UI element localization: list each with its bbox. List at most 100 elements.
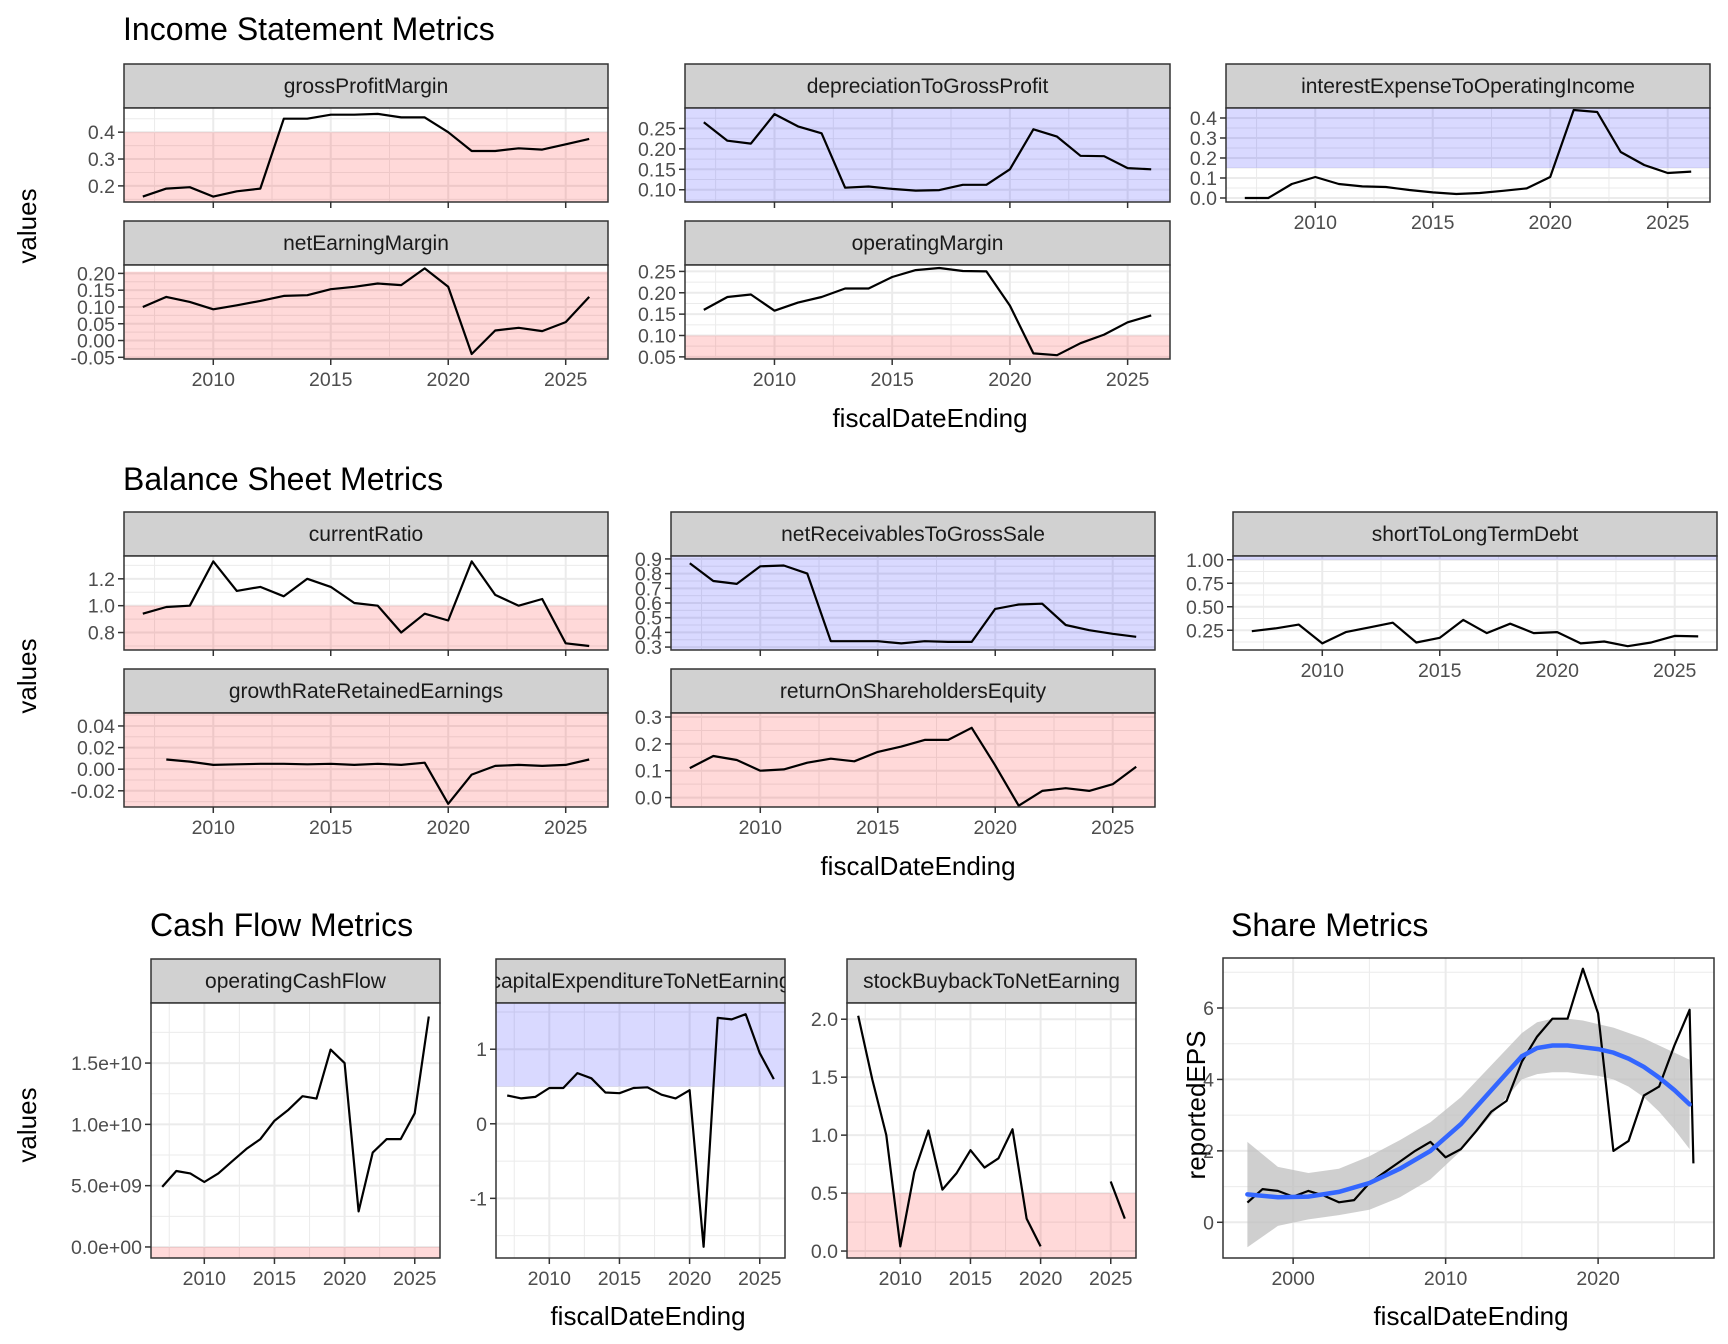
panel-border: [1232, 555, 1718, 651]
series-line-grossProfitMargin: [142, 112, 590, 198]
panel-operatingMargin: operatingMargin 0.050.100.150.200.25 2010 2…: [638, 220, 1171, 391]
panel-currentRatio: currentRatio 0.8 1.0 1.2: [88, 511, 609, 656]
y-tick-label: 0.4: [1190, 108, 1217, 130]
y-tick-label: 4: [1203, 1069, 1214, 1091]
y-tick-label: 0.00: [77, 759, 115, 781]
y-tick-label: 1.0: [88, 596, 115, 618]
y-tick-label: 0.9: [635, 549, 662, 571]
y-tick-label: 0.1: [635, 761, 662, 783]
y-tick-label: 0.02: [77, 738, 115, 760]
facet-strip: [684, 220, 1171, 266]
plot-area: [1233, 556, 1717, 650]
x-tick-label: 2020: [427, 817, 471, 839]
panel-border: [670, 712, 1156, 808]
x-tick-label: 2025: [738, 1268, 782, 1290]
y-tick-label: 0.20: [638, 139, 676, 161]
y-tick-label: 0.3: [635, 637, 662, 659]
plot-area: [1226, 108, 1710, 202]
y-tick-label: 1.0: [811, 1125, 838, 1147]
threshold-band-good: [1233, 556, 1717, 560]
x-tick-label: 2010: [528, 1268, 572, 1290]
y-tick-label: 0.5: [811, 1183, 838, 1205]
x-tick-label: 2025: [1091, 817, 1135, 839]
balance-x-axis-title: fiscalDateEnding: [820, 851, 1015, 881]
series-line-returnOnShareholdersEquity: [689, 726, 1137, 807]
threshold-band-bad: [685, 335, 1170, 359]
facet-strip-label: netReceivablesToGrossSale: [781, 523, 1045, 546]
y-tick-label: 0.8: [635, 564, 662, 586]
y-tick-label: 5.0e+09: [71, 1176, 142, 1198]
income-section-title: Income Statement Metrics: [123, 11, 495, 47]
y-tick-label: 0.0: [635, 788, 662, 810]
facet-strip-label: growthRateRetainedEarnings: [229, 680, 503, 703]
y-tick-label: 0.4: [88, 122, 115, 144]
x-tick-label: 2015: [1411, 212, 1455, 234]
y-tick-label: 0.15: [638, 304, 676, 326]
x-tick-label: 2025: [1646, 212, 1690, 234]
y-tick-label: 1: [476, 1039, 487, 1061]
plot-area: [1223, 958, 1714, 1258]
panel-grossProfitMargin: grossProfitMargin 0.2 0.3 0.4: [88, 63, 609, 208]
x-tick-label: 2010: [1424, 1268, 1468, 1290]
x-tick-label: 2020: [323, 1268, 367, 1290]
x-tick-label: 2020: [1529, 212, 1573, 234]
panel-stockBuybackToNetEarning: stockBuybackToNetEarning 0.0 0.5 1.0 1.5 2.0 2…: [811, 958, 1137, 1290]
y-tick-label: 0.10: [638, 326, 676, 348]
y-tick-label: 0.1: [1190, 168, 1217, 190]
panel-border: [684, 107, 1171, 203]
y-tick-label: 1.0e+10: [71, 1114, 142, 1136]
facet-strip-label: interestExpenseToOperatingIncome: [1301, 75, 1635, 98]
threshold-band-bad: [124, 132, 608, 202]
threshold-band-bad: [124, 713, 608, 807]
x-tick-label: 2010: [879, 1268, 923, 1290]
facet-strip-label: returnOnShareholdersEquity: [780, 680, 1047, 703]
y-tick-label: 0.0: [1190, 188, 1217, 210]
share-y-axis-title: reportedEPS: [1181, 1031, 1211, 1180]
panel-reportedEPS: 0 2 4 6 2000 2010 2020: [1203, 957, 1715, 1290]
panel-netReceivablesToGrossSale: netReceivablesToGrossSale 0.30.40.50.60.7…: [635, 511, 1156, 659]
plot-area: [151, 1003, 440, 1258]
panel-growthRateRetainedEarnings: growthRateRetainedEarnings -0.020.000.020…: [71, 668, 609, 839]
panel-interestExpenseToOperatingIncome: interestExpenseToOperatingIncome 0.00.1 0.…: [1190, 63, 1711, 234]
panel-background: [685, 265, 1170, 359]
balance-section-title: Balance Sheet Metrics: [123, 461, 443, 497]
y-tick-label: 0.3: [1190, 128, 1217, 150]
y-tick-label: 1.2: [88, 569, 115, 591]
panels-group: grossProfitMargin0.20.30.4depreciationTo…: [71, 63, 1718, 1290]
x-tick-label: 2020: [1536, 660, 1580, 682]
series-line-shortToLongTermDebt: [1251, 618, 1699, 648]
series-line-depreciationToGrossProfit: [703, 113, 1152, 192]
series-line-stockBuybackToNetEarning: [857, 1015, 1126, 1248]
facet-strip-label: grossProfitMargin: [284, 75, 449, 98]
y-tick-label: 0.2: [88, 176, 115, 198]
facet-strip: [495, 958, 786, 1004]
facet-strip: [1232, 511, 1718, 557]
panel-border: [1222, 957, 1715, 1259]
x-tick-label: 2010: [753, 369, 797, 391]
y-tick-label: 0.25: [638, 118, 676, 140]
x-tick-label: 2020: [1576, 1268, 1620, 1290]
cashflow-x-axis-title: fiscalDateEnding: [550, 1301, 745, 1331]
series-line-growthRateRetainedEarnings: [166, 758, 590, 805]
panel-netEarningMargin: netEarningMargin -0.050.000.050.100.150.2…: [71, 220, 609, 391]
y-tick-label: 6: [1203, 998, 1214, 1020]
x-tick-label: 2010: [1301, 660, 1345, 682]
x-tick-label: 2025: [544, 369, 588, 391]
x-tick-label: 2020: [974, 817, 1018, 839]
cashflow-section-title: Cash Flow Metrics: [150, 907, 413, 943]
y-tick-label: 0.2: [635, 734, 662, 756]
panel-border: [1225, 107, 1711, 203]
facet-strip-label: operatingMargin: [852, 232, 1004, 255]
x-tick-label: 2015: [598, 1268, 642, 1290]
x-tick-label: 2015: [253, 1268, 297, 1290]
threshold-band-good: [671, 556, 1155, 650]
x-tick-label: 2025: [544, 817, 588, 839]
y-tick-label: 0.3: [635, 707, 662, 729]
x-tick-label: 2015: [856, 817, 900, 839]
y-tick-label: 0.0: [811, 1241, 838, 1263]
share-section-title: Share Metrics: [1231, 907, 1428, 943]
y-tick-label: 0.25: [638, 261, 676, 283]
x-tick-label: 2020: [988, 369, 1032, 391]
threshold-band-good: [1226, 108, 1710, 168]
